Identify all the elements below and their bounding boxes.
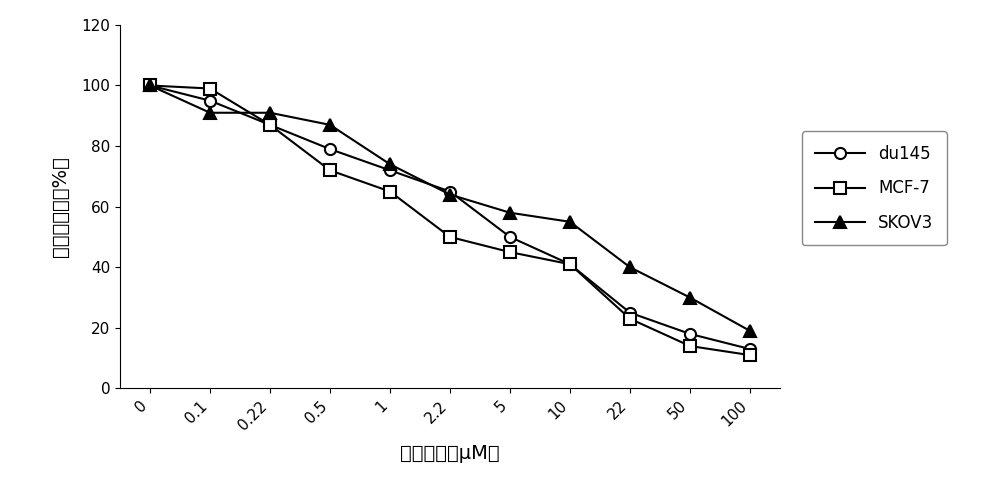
du145: [444, 189, 456, 195]
du145: [264, 122, 276, 128]
SKOV3: [624, 264, 636, 270]
du145: [144, 83, 156, 89]
MCF-7: [564, 261, 576, 267]
SKOV3: [384, 161, 396, 167]
Line: MCF-7: MCF-7: [144, 80, 756, 361]
SKOV3: [264, 110, 276, 116]
du145: [384, 167, 396, 173]
MCF-7: [744, 352, 756, 358]
MCF-7: [264, 122, 276, 128]
Line: du145: du145: [144, 80, 756, 355]
MCF-7: [324, 167, 336, 173]
SKOV3: [684, 295, 696, 301]
SKOV3: [444, 192, 456, 198]
Legend: du145, MCF-7, SKOV3: du145, MCF-7, SKOV3: [802, 131, 947, 246]
SKOV3: [144, 83, 156, 89]
SKOV3: [744, 328, 756, 334]
SKOV3: [204, 110, 216, 116]
SKOV3: [564, 219, 576, 225]
MCF-7: [144, 83, 156, 89]
du145: [324, 146, 336, 152]
MCF-7: [204, 86, 216, 92]
MCF-7: [504, 249, 516, 255]
du145: [504, 234, 516, 240]
Y-axis label: 细胞存活率（%）: 细胞存活率（%）: [51, 156, 70, 257]
Line: SKOV3: SKOV3: [144, 79, 756, 337]
X-axis label: 药物浓度（μM）: 药物浓度（μM）: [400, 444, 500, 463]
MCF-7: [684, 343, 696, 349]
SKOV3: [504, 210, 516, 216]
MCF-7: [624, 316, 636, 322]
du145: [684, 331, 696, 337]
du145: [744, 346, 756, 352]
du145: [564, 261, 576, 267]
MCF-7: [444, 234, 456, 240]
SKOV3: [324, 122, 336, 128]
du145: [624, 310, 636, 316]
du145: [204, 98, 216, 104]
MCF-7: [384, 189, 396, 195]
